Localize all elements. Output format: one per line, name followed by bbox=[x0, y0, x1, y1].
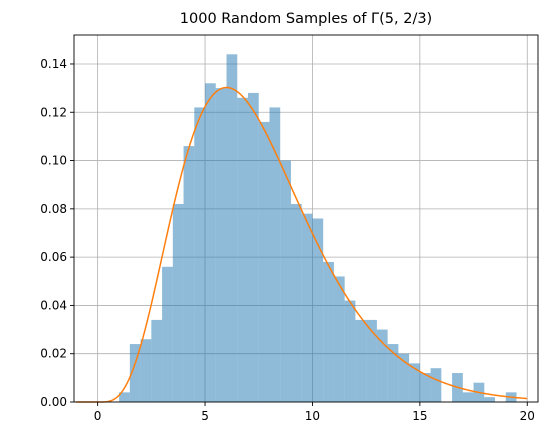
x-tick-label: 15 bbox=[412, 409, 427, 423]
histogram-bar bbox=[323, 261, 334, 402]
histogram-bar bbox=[484, 397, 496, 402]
histogram-bar bbox=[205, 83, 216, 402]
histogram-bar bbox=[419, 373, 431, 402]
histogram-bar bbox=[430, 368, 442, 402]
y-tick-label: 0.00 bbox=[40, 395, 67, 409]
y-tick-label: 0.06 bbox=[40, 250, 67, 264]
histogram-bar bbox=[355, 319, 367, 402]
histogram-bar bbox=[172, 204, 184, 402]
histogram-bar bbox=[333, 276, 345, 402]
histogram-bar bbox=[162, 266, 173, 402]
histogram-bar bbox=[215, 88, 227, 403]
x-tick-label: 5 bbox=[201, 409, 209, 423]
histogram-bar bbox=[248, 92, 259, 403]
y-tick-label: 0.04 bbox=[40, 298, 67, 312]
y-tick-label: 0.02 bbox=[40, 347, 67, 361]
y-tick-label: 0.10 bbox=[40, 154, 67, 168]
histogram-bar bbox=[129, 344, 141, 402]
axis-ticks: 0 5 10 15 20 0.00 0.02 0.04 0.06 0.08 0.10 0.12 0.14 bbox=[40, 57, 535, 423]
histogram-bar bbox=[312, 218, 324, 402]
histogram-bar bbox=[237, 97, 248, 403]
histogram-bar bbox=[398, 353, 410, 402]
histogram-bar bbox=[301, 213, 313, 402]
histogram-bar bbox=[151, 319, 163, 402]
histogram-bar bbox=[226, 54, 238, 402]
y-tick-label: 0.14 bbox=[40, 57, 67, 71]
histogram-bar bbox=[387, 344, 399, 402]
plot-frame bbox=[73, 34, 539, 403]
y-tick-label: 0.08 bbox=[40, 202, 67, 216]
pdf-curve bbox=[76, 86, 528, 403]
histogram-bar bbox=[409, 363, 420, 402]
histogram-bars bbox=[119, 54, 517, 403]
x-tick-label: 20 bbox=[520, 409, 535, 423]
histogram-bar bbox=[366, 319, 377, 402]
histogram-bar bbox=[290, 204, 302, 402]
histogram-bar bbox=[183, 146, 195, 402]
histogram-bar bbox=[376, 329, 388, 402]
histogram-bar bbox=[280, 160, 291, 402]
histogram-bar bbox=[462, 392, 474, 402]
chart-title: 1000 Random Samples of Γ(5, 2/3) bbox=[180, 11, 432, 27]
y-tick-label: 0.12 bbox=[40, 105, 67, 119]
histogram-bar bbox=[140, 339, 152, 402]
histogram-bar bbox=[344, 300, 356, 402]
histogram-bar bbox=[119, 392, 130, 402]
x-tick-label: 10 bbox=[305, 409, 320, 423]
histogram-bar bbox=[269, 107, 281, 403]
x-tick-label: 0 bbox=[94, 409, 102, 423]
histogram-bar bbox=[258, 121, 270, 402]
histogram-bar bbox=[194, 107, 206, 403]
